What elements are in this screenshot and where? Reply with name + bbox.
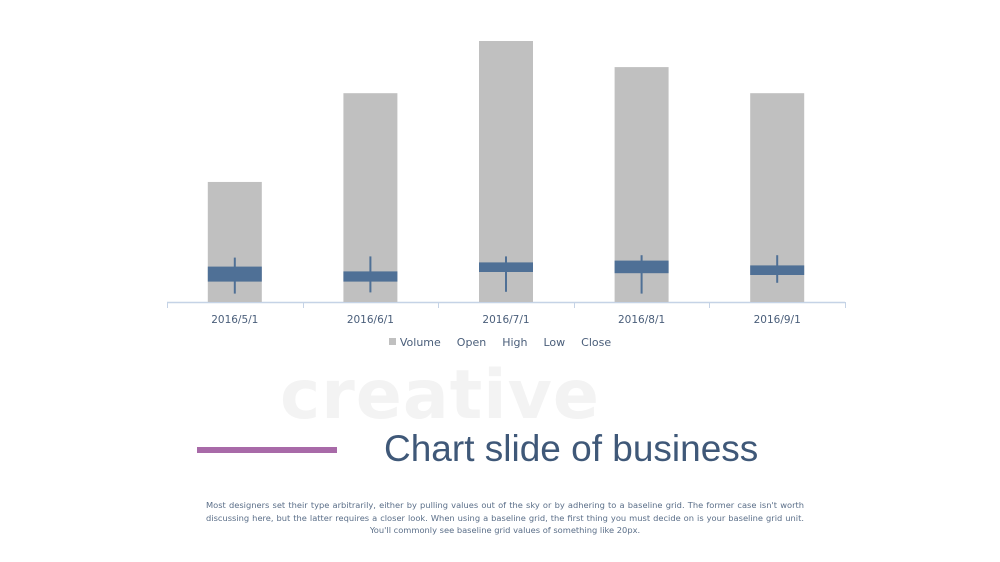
x-tick-label: 2016/6/1 xyxy=(347,314,394,326)
legend-item: Low xyxy=(543,336,565,349)
stock-chart: 2016/5/1 2016/6/1 2016/7/1 2016/8/1 2016/9/1 xyxy=(167,41,846,326)
legend-label: Close xyxy=(581,336,612,349)
legend-item: Volume xyxy=(388,336,441,349)
open-close-candle xyxy=(343,271,398,282)
open-close-candle xyxy=(614,260,669,274)
slide-title: Chart slide of business xyxy=(384,428,759,469)
open-close-candle xyxy=(479,262,533,272)
x-tick-label: 2016/5/1 xyxy=(211,314,258,326)
legend-label: High xyxy=(502,336,528,349)
legend-label: Low xyxy=(543,336,566,349)
legend-item: High xyxy=(502,336,527,349)
accent-line xyxy=(197,447,337,453)
x-tick-label: 2016/8/1 xyxy=(618,314,665,326)
legend-swatch xyxy=(388,338,396,345)
x-tick-label: 2016/9/1 xyxy=(754,314,801,326)
body-paragraph: Most designers set their type arbitraril… xyxy=(206,500,804,535)
x-tick-label: 2016/7/1 xyxy=(482,314,529,326)
legend-item: Open xyxy=(457,336,486,349)
chart-legend: Volume Open High Low Close xyxy=(0,336,1000,349)
legend-label: Volume xyxy=(399,336,441,349)
open-close-candle xyxy=(207,266,262,282)
open-close-candle xyxy=(750,265,805,275)
legend-item: Close xyxy=(581,336,611,349)
legend-label: Open xyxy=(456,336,487,349)
watermark-text: creative xyxy=(279,356,601,435)
